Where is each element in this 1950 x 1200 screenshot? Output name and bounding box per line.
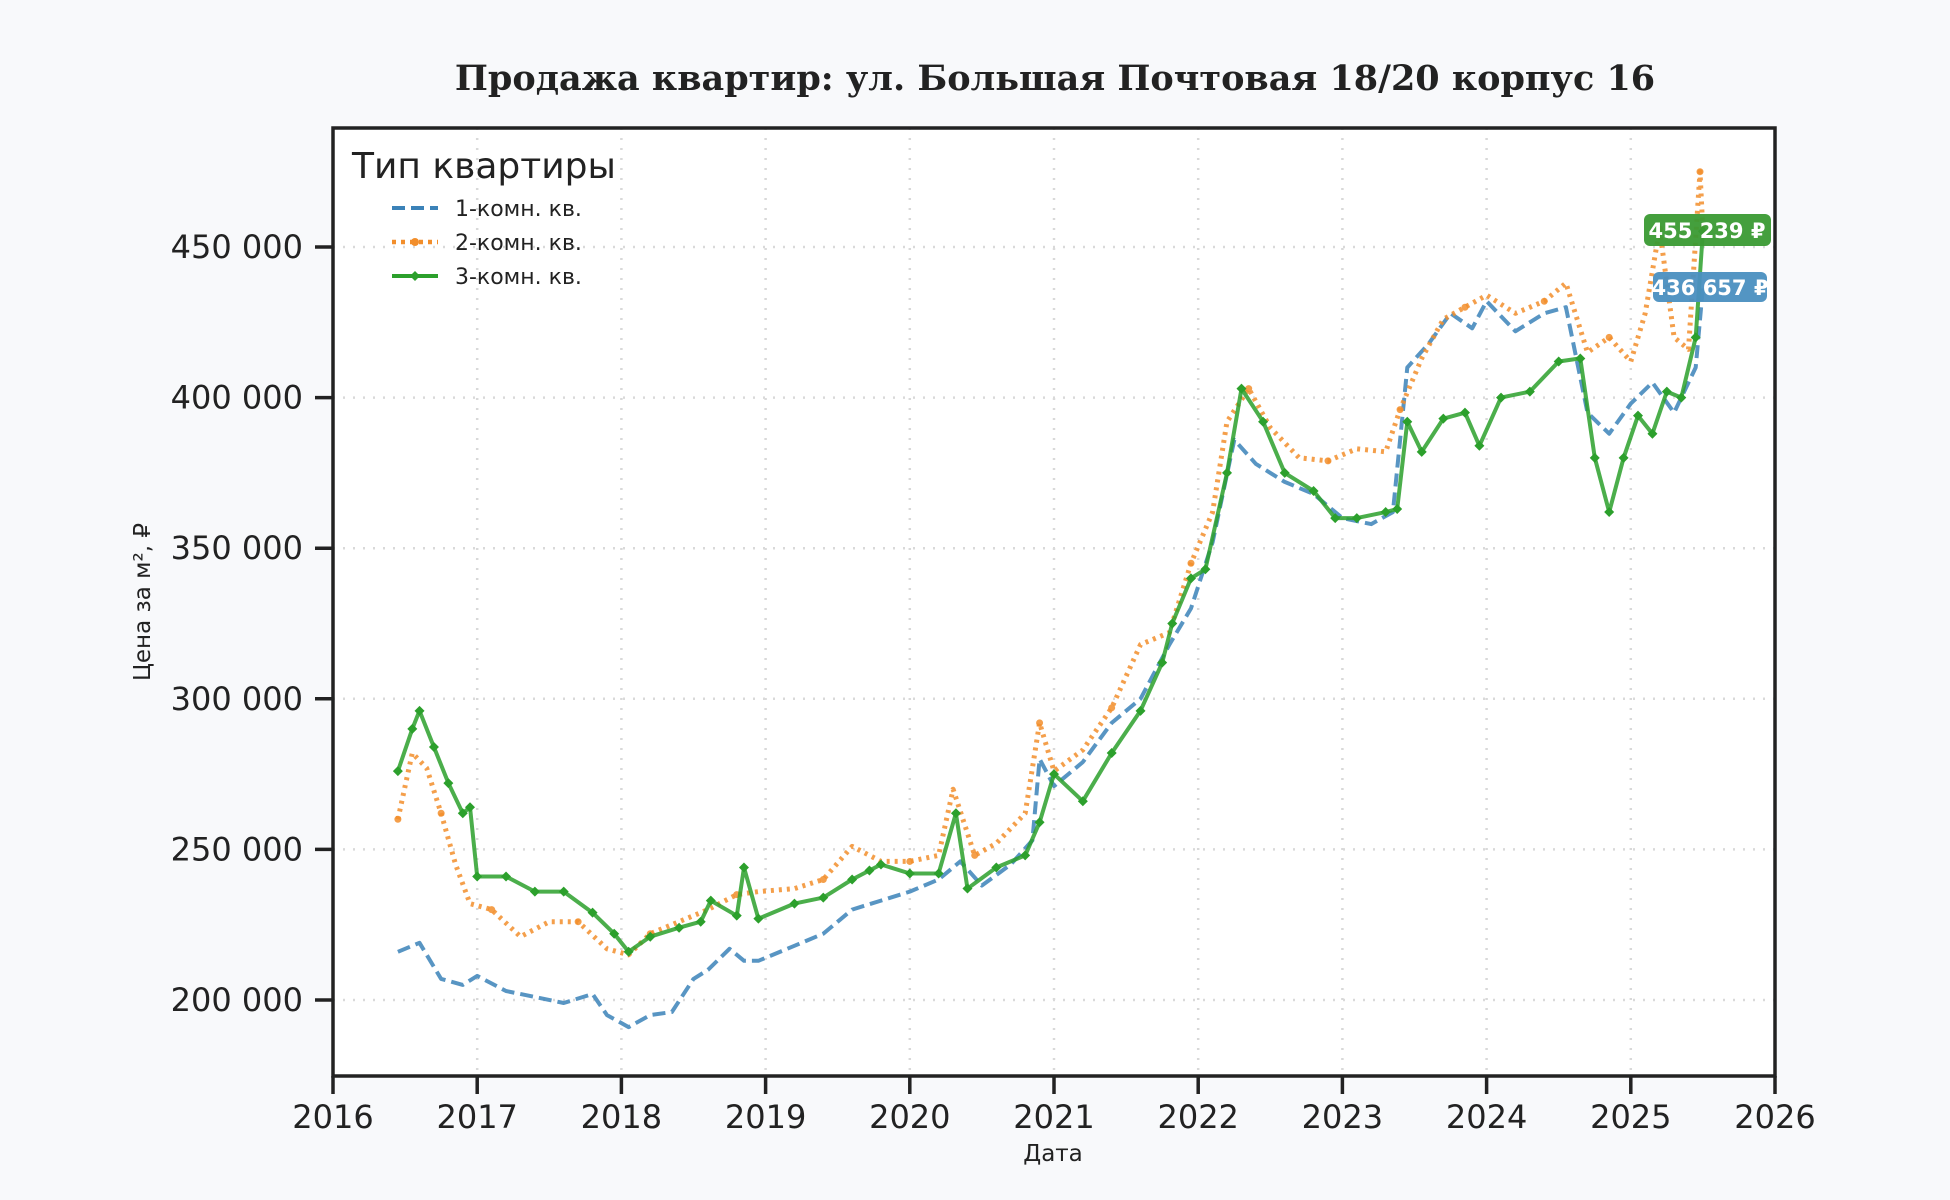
legend: Тип квартиры 1-комн. кв. 2-комн. кв. 3-к…	[351, 146, 616, 290]
x-tick-label: 2023	[1302, 1098, 1383, 1136]
x-tick-label: 2017	[436, 1098, 517, 1136]
legend-item-3room[interactable]: 3-комн. кв.	[392, 265, 582, 290]
x-tick-label: 2018	[581, 1098, 662, 1136]
y-tick-label: 400 000	[171, 379, 303, 417]
circle-marker-icon	[411, 238, 419, 246]
y-tick-label: 450 000	[171, 228, 303, 266]
legend-label: 3-комн. кв.	[455, 265, 582, 290]
x-tick-label: 2020	[869, 1098, 950, 1136]
series-line	[397, 287, 1705, 1030]
chart-title: Продажа квартир: ул. Большая Почтовая 18…	[454, 58, 1656, 99]
gridlines	[333, 128, 1775, 1076]
x-axis: 2016 2017 2018 2019 2020 2021 2022 2023 2024 2025…	[292, 1076, 1816, 1136]
legend-title: Тип квартиры	[351, 146, 616, 187]
legend-label: 1-комн. кв.	[455, 197, 582, 222]
x-tick-label: 2024	[1446, 1098, 1527, 1136]
y-tick-label: 200 000	[171, 981, 303, 1019]
legend-item-2room[interactable]: 2-комн. кв.	[392, 231, 582, 256]
x-tick-label: 2025	[1590, 1098, 1671, 1136]
x-axis-label: Дата	[1023, 1141, 1083, 1167]
x-tick-label: 2021	[1013, 1098, 1094, 1136]
series-line	[395, 169, 1706, 958]
x-tick-label: 2022	[1157, 1098, 1238, 1136]
badge-1room-last: 436 657 ₽	[1652, 272, 1769, 302]
y-axis-label: Цена за м², ₽	[130, 523, 156, 681]
legend-label: 2-комн. кв.	[455, 231, 582, 256]
badge-text: 436 657 ₽	[1652, 276, 1769, 300]
series-line	[396, 231, 1705, 954]
badge-text: 455 239 ₽	[1649, 219, 1766, 243]
diamond-marker-icon	[410, 271, 420, 281]
y-tick-label: 350 000	[171, 529, 303, 567]
x-tick-label: 2016	[292, 1098, 373, 1136]
y-tick-label: 300 000	[171, 680, 303, 718]
y-tick-label: 250 000	[171, 830, 303, 868]
series-lines	[392, 168, 1708, 1030]
x-tick-label: 2026	[1734, 1098, 1815, 1136]
badge-3room-last: 455 239 ₽	[1644, 214, 1771, 246]
y-axis: 200 000 250 000 300 000 350 000 400 000 450 0…	[171, 228, 333, 1019]
x-tick-label: 2019	[725, 1098, 806, 1136]
legend-item-1room[interactable]: 1-комн. кв.	[392, 197, 582, 222]
